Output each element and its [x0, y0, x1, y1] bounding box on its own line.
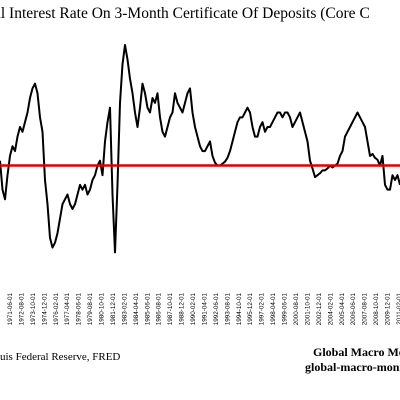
x-tick-label: 1978-06-01 — [76, 293, 83, 326]
x-tick-label: 1991-04-01 — [201, 293, 208, 326]
x-tick-label: 1994-10-01 — [236, 293, 243, 326]
x-tick-label: 2011-02-01 — [396, 293, 400, 325]
x-tick-label: 2005-04-01 — [339, 293, 346, 326]
x-tick-label: 2004-02-01 — [327, 293, 334, 326]
x-tick-label: 1980-10-01 — [99, 293, 106, 326]
x-tick-label: 2000-08-01 — [293, 293, 300, 326]
x-tick-label: 1985-06-01 — [144, 293, 151, 326]
x-tick-label: 2001-10-01 — [304, 293, 311, 326]
brand-url: global-macro-moni — [305, 360, 400, 374]
x-tick-label: 1983-02-01 — [121, 293, 128, 326]
series-line — [0, 44, 400, 254]
x-tick-label: 1977-04-01 — [64, 293, 71, 326]
x-tick-label: 2002-12-01 — [316, 293, 323, 326]
x-tick-label: 1993-08-01 — [224, 293, 231, 326]
x-tick-label: 2009-12-01 — [385, 293, 392, 326]
x-tick-label: 2006-06-01 — [350, 293, 357, 326]
x-tick-label: 1971-06-01 — [7, 293, 14, 326]
x-tick-label: 1999-06-01 — [282, 293, 289, 326]
x-tick-label: 1979-08-01 — [87, 293, 94, 326]
x-tick-label: 1990-02-01 — [190, 293, 197, 326]
x-tick-label: 1986-08-01 — [156, 293, 163, 326]
x-tick-label: 1974-12-01 — [41, 293, 48, 326]
x-tick-label: 1972-08-01 — [18, 293, 25, 326]
x-tick-label: 1973-10-01 — [30, 293, 37, 326]
source-text: uis Federal Reserve, FRED — [0, 351, 121, 363]
chart-title: al Interest Rate On 3-Month Certificate … — [0, 5, 370, 22]
x-tick-label: 1988-12-01 — [179, 293, 186, 326]
x-tick-label: 1981-12-01 — [110, 293, 117, 326]
x-tick-label: 1987-10-01 — [167, 293, 174, 326]
x-tick-label: 2008-10-01 — [373, 293, 380, 326]
x-tick-label: 2007-08-01 — [362, 293, 369, 326]
x-tick-label: 1997-02-01 — [259, 293, 266, 326]
x-axis-tick-labels: 1971-06-01 1972-08-01 1973-10-01 1974-12-01… — [7, 293, 400, 326]
x-tick-label: 1992-06-01 — [213, 293, 220, 326]
x-tick-label: 1995-12-01 — [247, 293, 254, 326]
x-tick-label: 1976-02-01 — [53, 293, 60, 326]
x-tick-label: 1998-04-01 — [270, 293, 277, 326]
brand-name: Global Macro Mo — [313, 345, 400, 359]
x-tick-label: 1984-04-01 — [133, 293, 140, 326]
